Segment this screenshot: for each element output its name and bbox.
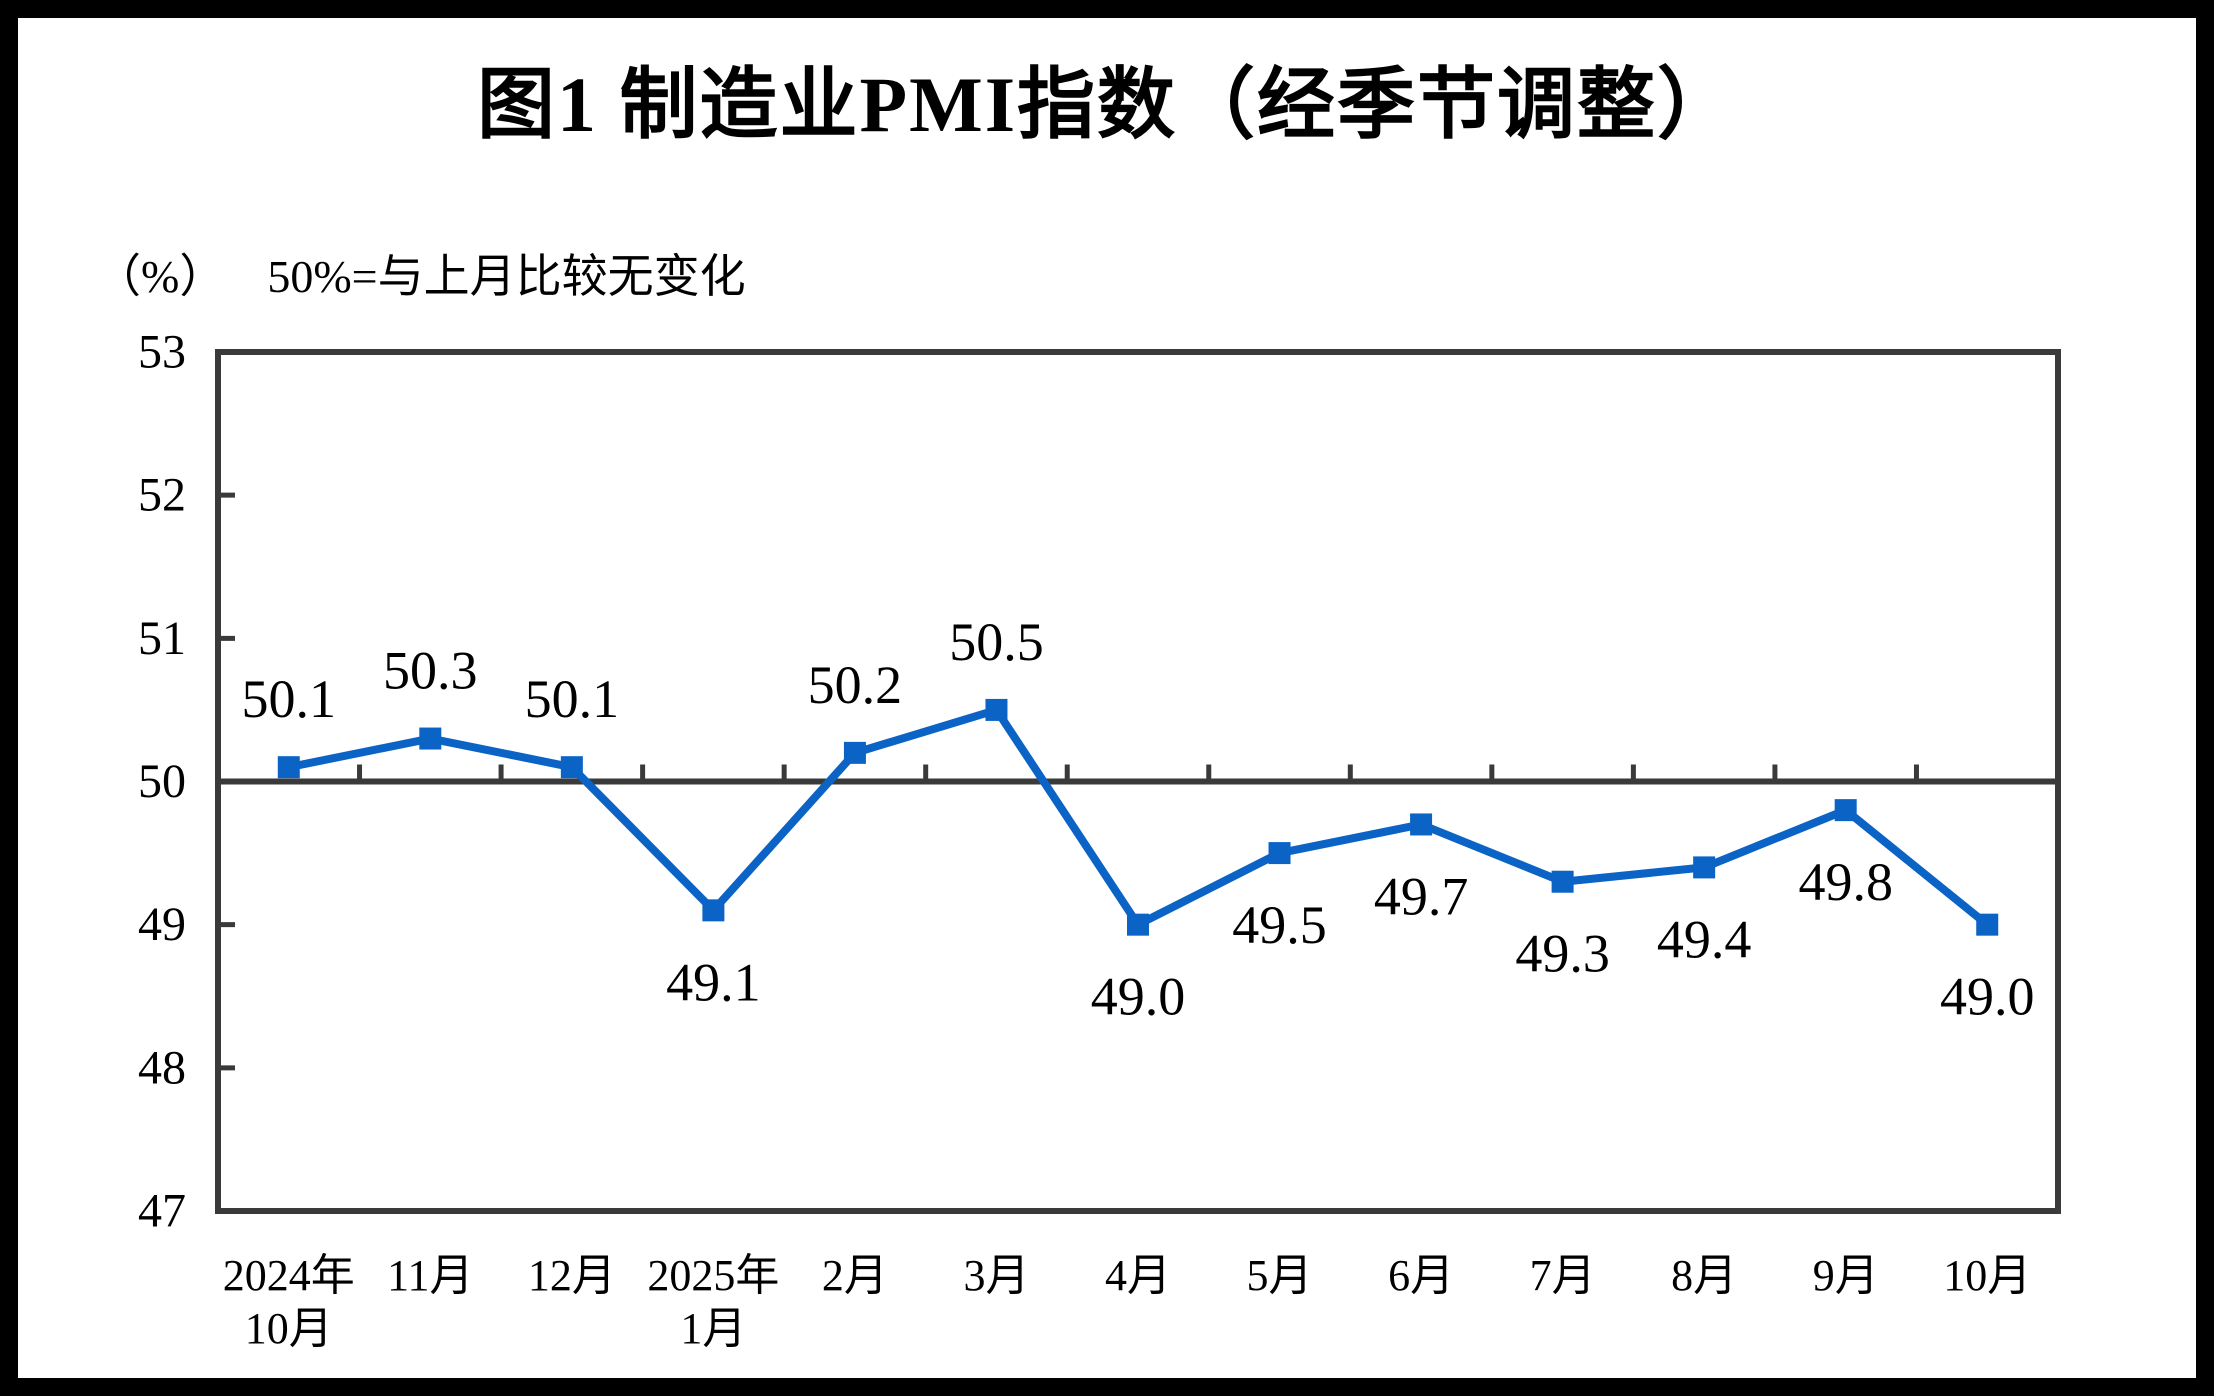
data-point-marker — [1834, 799, 1857, 822]
data-point-label: 49.8 — [1798, 852, 1893, 912]
x-axis-category-label: 4月 — [1105, 1251, 1171, 1300]
data-point-label: 49.0 — [1940, 967, 2035, 1027]
x-axis-category-label: 2025年 1月 — [647, 1251, 779, 1353]
data-point-marker — [419, 727, 442, 750]
x-axis-category-label: 2024年 10月 — [223, 1251, 355, 1353]
data-point-marker — [985, 698, 1008, 721]
data-point-label: 49.7 — [1374, 866, 1469, 926]
x-axis-category-label: 3月 — [963, 1251, 1029, 1300]
data-point-marker — [1693, 856, 1716, 879]
data-point-label: 50.3 — [383, 641, 478, 701]
data-point-marker — [1976, 913, 1999, 936]
unit-label: （%） — [95, 251, 226, 302]
axis-unit-note: （%） 50%=与上月比较无变化 — [95, 240, 746, 306]
data-point-marker — [1410, 813, 1433, 836]
data-point-marker — [843, 741, 866, 764]
y-axis-tick-label: 47 — [138, 1185, 186, 1238]
data-point-marker — [1551, 870, 1574, 893]
x-axis-category-label: 12月 — [528, 1251, 616, 1300]
chart-canvas-background — [18, 18, 2196, 1378]
y-axis-tick-label: 51 — [138, 612, 186, 665]
x-axis-category-label: 11月 — [387, 1251, 473, 1300]
data-point-label: 49.4 — [1657, 909, 1752, 969]
chart-title: 图1 制造业PMI指数（经季节调整） — [476, 61, 1738, 148]
x-axis-category-label: 10月 — [1943, 1251, 2031, 1300]
data-point-label: 50.5 — [949, 612, 1044, 672]
x-axis-category-label: 8月 — [1671, 1251, 1737, 1300]
data-point-label: 49.5 — [1232, 895, 1327, 955]
data-point-label: 49.3 — [1515, 924, 1610, 984]
y-axis-tick-label: 53 — [138, 326, 186, 379]
y-axis-tick-label: 50 — [138, 755, 186, 808]
data-point-label: 50.2 — [808, 655, 903, 715]
y-axis-tick-label: 49 — [138, 898, 186, 951]
data-point-label: 49.1 — [666, 952, 761, 1012]
data-point-marker — [1268, 842, 1291, 865]
data-point-label: 49.0 — [1091, 967, 1186, 1027]
data-point-marker — [277, 756, 300, 779]
x-axis-category-label: 9月 — [1813, 1251, 1879, 1300]
pmi-series-line — [284, 705, 1992, 929]
data-point-label: 50.1 — [525, 669, 620, 729]
data-point-label: 50.1 — [242, 669, 337, 729]
y-axis-tick-label: 48 — [138, 1041, 186, 1094]
y-axis-tick-label: 52 — [138, 469, 186, 522]
data-point-marker — [1127, 913, 1149, 936]
data-point-marker — [560, 756, 583, 779]
x-axis-category-label: 6月 — [1388, 1251, 1454, 1300]
x-axis-category-label: 7月 — [1530, 1251, 1596, 1300]
x-axis-category-label: 5月 — [1247, 1251, 1313, 1300]
reference-note: 50%=与上月比较无变化 — [267, 251, 746, 302]
x-axis-category-label: 2月 — [822, 1251, 888, 1300]
data-point-marker — [702, 899, 725, 922]
